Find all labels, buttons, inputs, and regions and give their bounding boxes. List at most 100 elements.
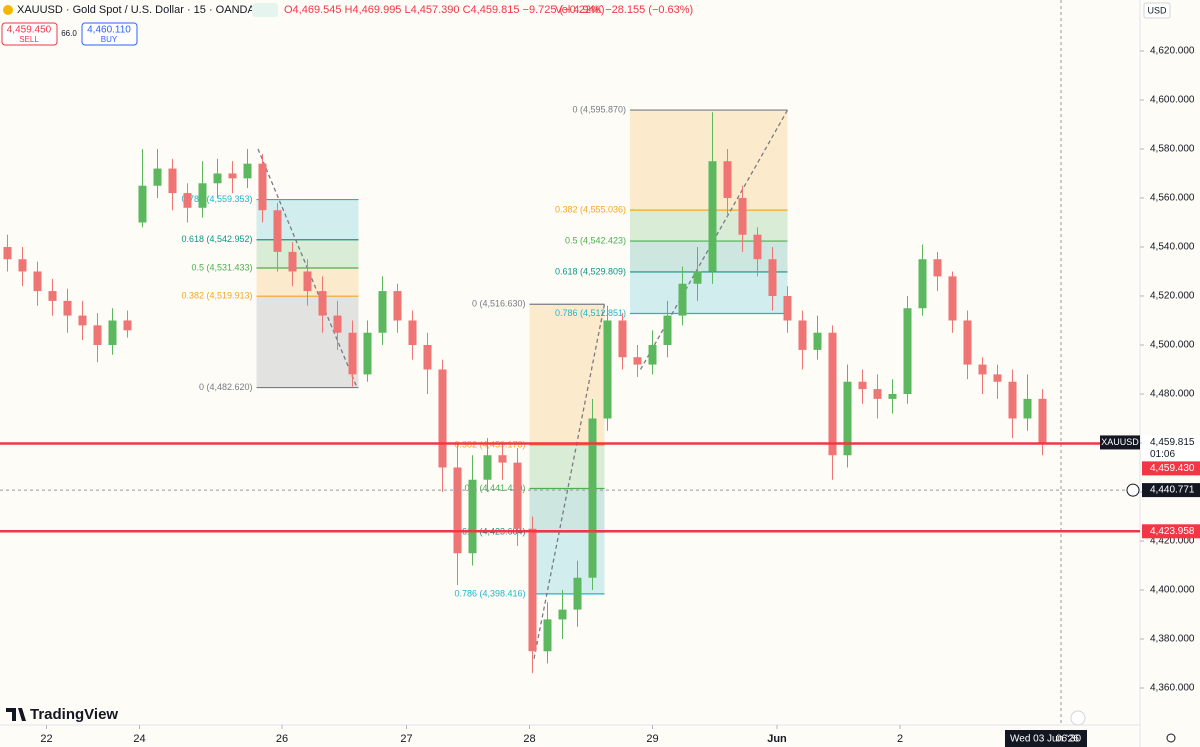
candle-body [528,528,537,652]
buy-label: BUY [101,35,118,44]
candle-body [678,283,687,316]
candle-body [498,455,507,463]
y-tick-label: 4,540.000 [1150,242,1195,253]
y-tick-label: 4,500.000 [1150,340,1195,351]
plot: 0.786 (4,559.353) 0.618 (4,542.952) 0.5 (4… [0,104,1140,674]
candle-body [393,291,402,321]
candle-body [108,320,117,345]
candle-body [618,320,627,358]
candle-body [363,332,372,375]
candle-body [468,479,477,554]
candle-body [663,315,672,345]
candle-body [243,163,252,179]
fib-band [256,296,359,388]
candle-body [438,369,447,468]
fib-band [256,199,359,240]
y-tick-label: 4,620.000 [1150,46,1195,57]
cursor-time: Wed 03 Jun '26 [1010,734,1079,745]
y-tick-label: 4,480.000 [1150,389,1195,400]
y-tick-label: 4,560.000 [1150,193,1195,204]
symbol-icon [3,5,13,15]
settings-icon[interactable] [1166,733,1176,743]
fib-band [630,271,788,314]
candle-body [48,291,57,301]
y-tick-label: 4,600.000 [1150,95,1195,106]
logo-icon [6,708,26,721]
fib-label: 0.786 (4,398.416) [454,588,525,598]
symbol-label: XAUUSD [1101,437,1139,447]
buy-button[interactable] [81,22,138,46]
y-tick-label: 4,360.000 [1150,683,1195,694]
candle-body [858,381,867,390]
y-tick-label: 4,520.000 [1150,291,1195,302]
currency: USD [1147,5,1167,15]
fib-label: 0.5 (4,531.433) [191,262,252,272]
candle-body [993,374,1002,382]
candle-body [543,619,552,652]
fib-label: 0.5 (4,441.430) [464,483,525,493]
candle-body [558,609,567,620]
candle-body [303,271,312,292]
candle-body [828,332,837,456]
fib-trend [533,304,606,659]
x-tick-label: 29 [646,733,658,745]
candle-body [183,193,192,208]
fib-label: 0 (4,595.870) [572,104,626,114]
hline-box [1142,524,1200,539]
x-tick-label: 27 [400,733,412,745]
candle-body [588,418,597,578]
candle-body [483,455,492,480]
candle-body [978,364,987,375]
fib-label: 0.618 (4,529.809) [555,266,626,276]
bid-label: 4,459.430 [1150,463,1195,474]
candle-body [93,325,102,345]
candle-body [3,246,12,260]
currency-box[interactable] [1143,2,1171,19]
candle-body [228,173,237,179]
status-badge [252,3,278,17]
flag-icon [1070,710,1086,726]
x-tick-label: 26 [276,733,288,745]
buy-price: 4,460.110 [87,25,131,36]
candle-body [138,185,147,223]
x-tick-label: 24 [133,733,145,745]
fib-label: 0.786 (4,512.851) [555,308,626,318]
candle-body [753,234,762,260]
last-price-box [1142,435,1200,462]
bid-box [1142,461,1200,476]
candle-body [78,315,87,326]
candle-body [888,393,897,399]
candle-body [768,259,777,296]
fib-label: 0.618 (4,542.952) [181,234,252,244]
candle-body [903,308,912,394]
sell-button[interactable] [1,22,58,46]
candle-body [918,259,927,309]
candle-body [1038,398,1047,443]
candle-body [633,357,642,365]
fib-label: 0.382 (4,519.913) [181,291,252,301]
candle-body [378,291,387,333]
candle-body [33,271,42,292]
candle-body [1023,398,1032,419]
candle-body [213,173,222,184]
sell-price: 4,459.450 [7,25,52,36]
x-tick-label: Jun [767,733,787,745]
candle-body [153,168,162,186]
candle-body [198,183,207,208]
volume: Vol 4.94K −28.155 (−0.63%) [555,4,693,16]
candle-body [1008,381,1017,419]
fib-label: 0 (4,482.620) [199,382,253,392]
add-button [1126,483,1140,497]
fib-label: 0.5 (4,542.423) [565,235,626,245]
countdown: 01:06 [1150,449,1175,460]
hline-label: 4,423.958 [1150,526,1195,537]
fib-label: 0 (4,516.630) [472,299,526,309]
candle-body [723,161,732,198]
candle-body [693,271,702,284]
time-box [1005,730,1087,747]
candle-body [288,251,297,272]
last-price-label: 4,459.815 [1150,437,1195,448]
candle-body [18,259,27,272]
